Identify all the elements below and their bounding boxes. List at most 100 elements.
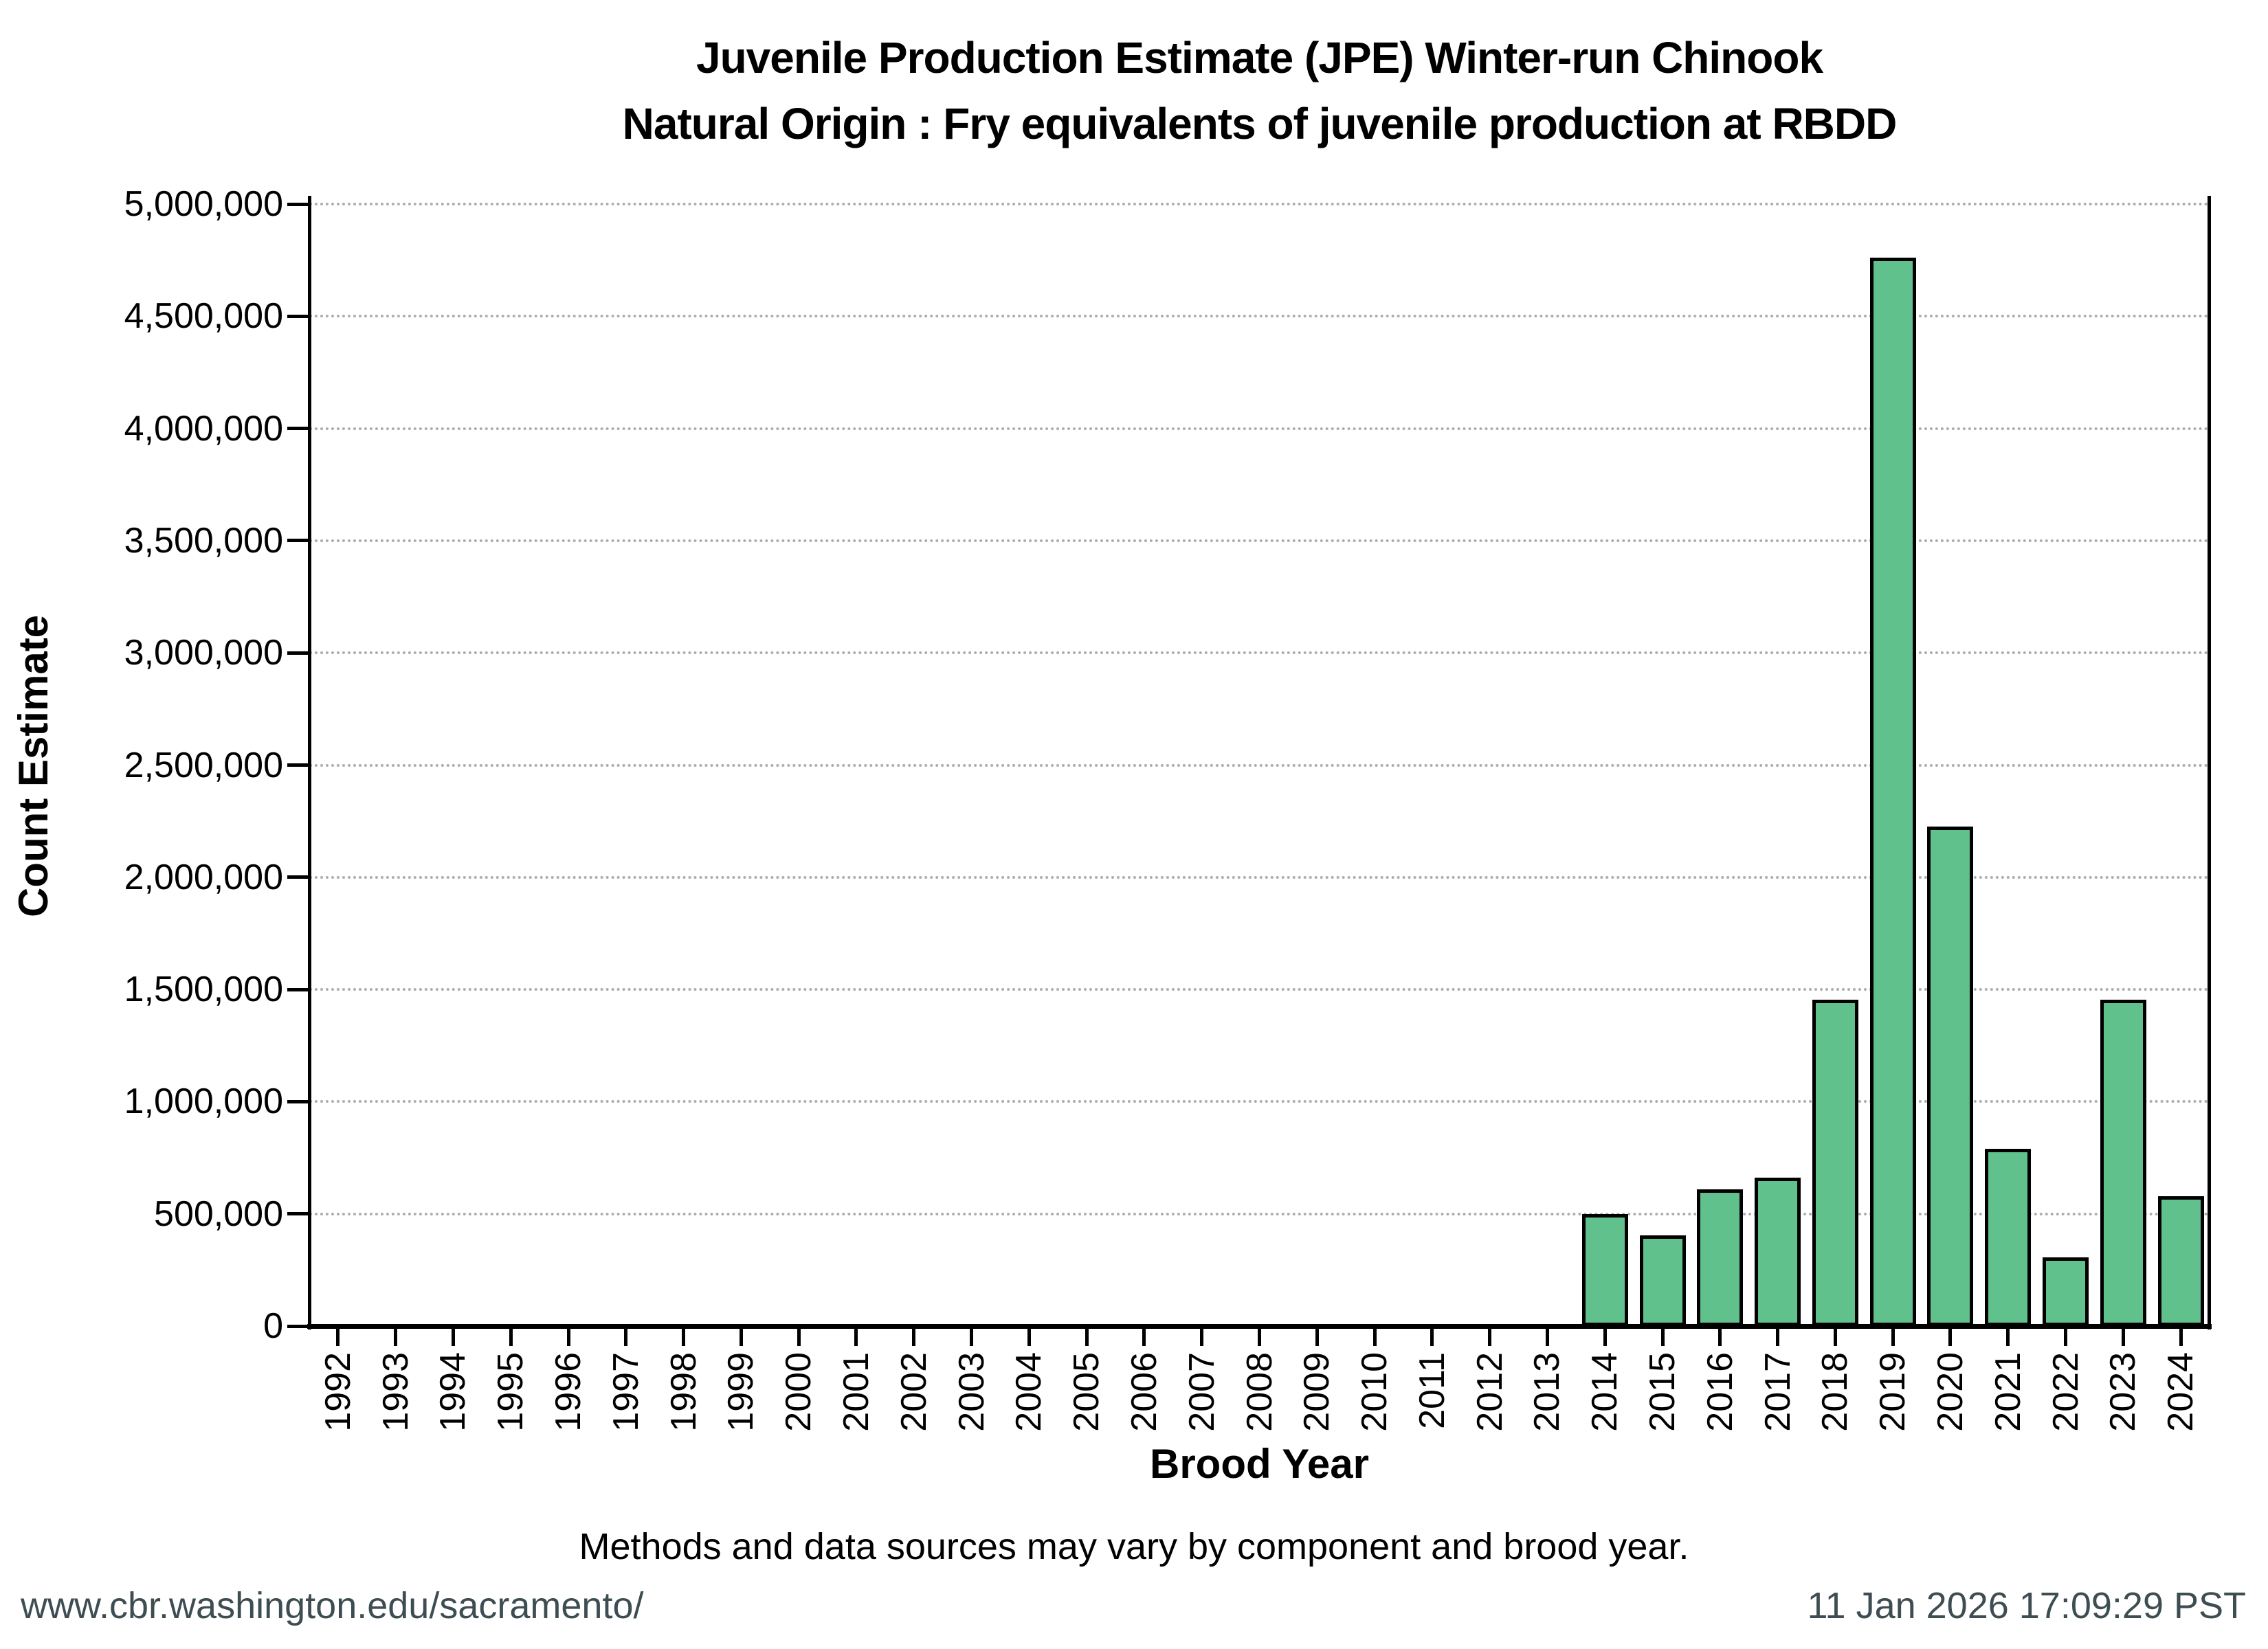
x-tick-mark — [682, 1328, 686, 1346]
y-tick-mark — [287, 202, 308, 206]
x-tick-label: 1992 — [318, 1352, 358, 1432]
x-tick-label: 2009 — [1297, 1352, 1337, 1432]
x-tick-label: 2015 — [1643, 1352, 1682, 1432]
y-tick-label: 1,500,000 — [124, 969, 283, 1010]
x-tick-mark — [2064, 1328, 2068, 1346]
footer-timestamp: 11 Jan 2026 17:09:29 PST — [1807, 1585, 2246, 1626]
x-tick-label: 2005 — [1067, 1352, 1107, 1432]
x-tick-label: 1994 — [433, 1352, 474, 1432]
x-tick-label: 2008 — [1239, 1352, 1280, 1432]
x-tick-mark — [1776, 1328, 1780, 1346]
footnote-text: Methods and data sources may vary by com… — [579, 1526, 1689, 1567]
chart-title-line-2: Natural Origin : Fry equivalents of juve… — [622, 99, 1898, 148]
x-tick-label: 2019 — [1873, 1352, 1913, 1432]
y-axis-spine-right — [2208, 196, 2211, 1330]
x-tick-label: 2013 — [1527, 1352, 1568, 1432]
x-tick-mark — [566, 1328, 570, 1346]
y-tick-mark — [287, 539, 308, 543]
x-tick-label: 2010 — [1355, 1352, 1395, 1432]
y-tick-label: 5,000,000 — [124, 184, 283, 224]
x-tick-label: 1997 — [605, 1352, 646, 1432]
x-tick-mark — [1372, 1328, 1377, 1346]
x-tick-mark — [509, 1328, 513, 1346]
y-tick-mark — [287, 763, 308, 767]
y-tick-mark — [287, 1324, 308, 1328]
x-tick-label: 2014 — [1585, 1352, 1625, 1432]
bar-2022 — [2043, 1257, 2089, 1326]
y-tick-label: 3,500,000 — [124, 520, 283, 561]
y-tick-mark — [287, 651, 308, 655]
x-tick-mark — [2006, 1328, 2010, 1346]
x-tick-mark — [1142, 1328, 1146, 1346]
bar-2018 — [1812, 1000, 1858, 1326]
x-axis-title: Brood Year — [1149, 1441, 1369, 1487]
x-tick-mark — [1085, 1328, 1089, 1346]
gridline — [309, 875, 2210, 879]
gridline — [309, 988, 2210, 991]
bar-2017 — [1755, 1178, 1801, 1326]
x-tick-mark — [451, 1328, 455, 1346]
x-tick-label: 1999 — [721, 1352, 761, 1432]
x-tick-mark — [1891, 1328, 1895, 1346]
x-tick-mark — [797, 1328, 801, 1346]
x-tick-label: 1998 — [663, 1352, 704, 1432]
x-tick-label: 1995 — [491, 1352, 531, 1432]
x-tick-mark — [1258, 1328, 1261, 1346]
x-tick-mark — [1660, 1328, 1665, 1346]
bar-2015 — [1640, 1235, 1686, 1326]
x-tick-label: 2024 — [2161, 1352, 2201, 1432]
x-tick-label: 2016 — [1700, 1352, 1740, 1432]
x-tick-label: 1993 — [375, 1352, 416, 1432]
y-tick-mark — [287, 314, 308, 318]
y-tick-label: 4,000,000 — [124, 408, 283, 449]
gridline — [309, 203, 2210, 205]
x-tick-label: 2002 — [893, 1352, 934, 1432]
x-tick-mark — [336, 1328, 340, 1346]
y-axis-spine-left — [308, 196, 311, 1330]
x-tick-mark — [1948, 1328, 1953, 1346]
x-tick-mark — [1545, 1328, 1549, 1346]
x-tick-mark — [1315, 1328, 1319, 1346]
x-tick-mark — [739, 1328, 743, 1346]
footer-url-text: www.cbr.washington.edu/sacramento/ — [21, 1585, 644, 1626]
gridline — [309, 315, 2210, 318]
y-tick-mark — [287, 1212, 308, 1216]
x-tick-mark — [970, 1328, 974, 1346]
x-tick-mark — [1027, 1328, 1031, 1346]
bar-2019 — [1870, 258, 1916, 1326]
x-tick-mark — [624, 1328, 628, 1346]
x-tick-mark — [854, 1328, 858, 1346]
y-tick-label: 4,500,000 — [124, 296, 283, 337]
x-tick-label: 2003 — [951, 1352, 992, 1432]
x-tick-label: 1996 — [548, 1352, 589, 1432]
x-tick-mark — [912, 1328, 916, 1346]
x-tick-mark — [1718, 1328, 1722, 1346]
y-tick-mark — [287, 987, 308, 991]
gridline — [309, 763, 2210, 767]
bar-2023 — [2100, 1000, 2146, 1326]
y-tick-label: 0 — [263, 1306, 283, 1346]
x-tick-mark — [2121, 1328, 2125, 1346]
x-tick-mark — [394, 1328, 398, 1346]
gridline — [309, 427, 2210, 430]
x-tick-label: 2004 — [1009, 1352, 1049, 1432]
y-tick-label: 2,500,000 — [124, 745, 283, 785]
x-tick-label: 2018 — [1815, 1352, 1856, 1432]
x-tick-label: 2001 — [836, 1352, 876, 1432]
gridline — [309, 1100, 2210, 1103]
x-tick-label: 2020 — [1930, 1352, 1970, 1432]
x-tick-label: 2022 — [2045, 1352, 2086, 1432]
x-tick-label: 2007 — [1181, 1352, 1222, 1432]
x-tick-label: 2023 — [2103, 1352, 2144, 1432]
x-tick-mark — [2179, 1328, 2183, 1346]
x-tick-mark — [1200, 1328, 1204, 1346]
x-tick-label: 2000 — [779, 1352, 819, 1432]
x-axis-line — [307, 1324, 2212, 1329]
x-tick-label: 2017 — [1757, 1352, 1798, 1432]
chart-title-line-1: Juvenile Production Estimate (JPE) Winte… — [696, 33, 1823, 82]
bar-2020 — [1927, 827, 1973, 1326]
y-tick-label: 3,000,000 — [124, 633, 283, 673]
x-tick-label: 2021 — [1988, 1352, 2028, 1432]
x-tick-mark — [1488, 1328, 1492, 1346]
